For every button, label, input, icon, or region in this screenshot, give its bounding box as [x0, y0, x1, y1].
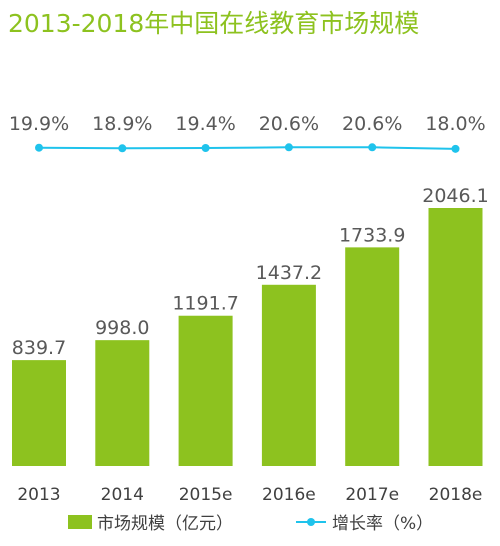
- growth-rate-point-2013: [35, 143, 43, 152]
- market-size-bars: 839.7 998.0 1191.7 1437.2 1733.9 2046.1: [12, 185, 489, 466]
- category-label-2015e: 2015e: [179, 485, 233, 505]
- bar-value-label-2014: 998.0: [95, 317, 149, 339]
- category-label-2013: 2013: [17, 485, 60, 505]
- legend-label-market-size: 市场规模（亿元）: [97, 514, 233, 534]
- chart-title: 2013-2018年中国在线教育市场规模: [8, 9, 420, 38]
- legend-label-growth-rate: 增长率（%）: [332, 514, 433, 534]
- bar-value-label-2016e: 1437.2: [256, 262, 322, 284]
- bar-2016e: [261, 284, 316, 466]
- bar-2017e: [345, 247, 400, 466]
- category-label-2014: 2014: [101, 485, 144, 505]
- growth-rate-layer: 19.9% 18.9% 19.4% 20.6% 20.6% 18.0%: [9, 113, 486, 153]
- bar-value-label-2017e: 1733.9: [339, 224, 405, 246]
- growth-rate-line: [38, 146, 456, 150]
- bar-value-label-2015e: 1191.7: [172, 293, 238, 315]
- growth-rate-label-2018e: 18.0%: [425, 113, 485, 135]
- category-label-2017e: 2017e: [345, 485, 399, 505]
- growth-rate-point-2014: [118, 144, 127, 153]
- growth-rate-point-2016e: [284, 143, 293, 152]
- legend-swatch-market-size: [68, 515, 92, 529]
- bar-value-label-2018e: 2046.1: [422, 185, 488, 207]
- growth-rate-label-2017e: 20.6%: [342, 113, 402, 135]
- legend: 市场规模（亿元） 增长率（%）: [68, 514, 433, 534]
- growth-rate-label-2013: 19.9%: [9, 113, 69, 135]
- bar-2014: [95, 340, 150, 466]
- bar-2015e: [178, 315, 233, 466]
- bar-2013: [12, 360, 66, 466]
- legend-marker-growth-rate: [307, 518, 315, 526]
- growth-rate-point-2018e: [451, 144, 460, 153]
- growth-rate-point-2015e: [201, 144, 210, 152]
- growth-rate-label-2015e: 19.4%: [175, 113, 235, 135]
- bar-2018e: [428, 208, 483, 466]
- growth-rate-point-2017e: [368, 143, 377, 152]
- growth-rate-label-2016e: 20.6%: [259, 113, 319, 135]
- category-label-2016e: 2016e: [262, 485, 316, 505]
- category-label-2018e: 2018e: [429, 485, 483, 505]
- growth-rate-label-2014: 18.9%: [92, 113, 152, 135]
- category-axis: 2013 2014 2015e 2016e 2017e 2018e: [17, 485, 482, 505]
- bar-value-label-2013: 839.7: [12, 337, 66, 359]
